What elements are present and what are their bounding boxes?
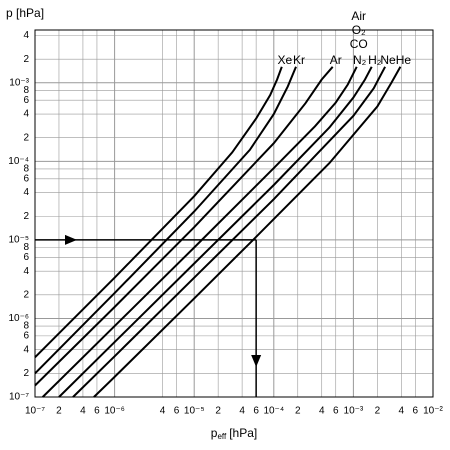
curve-label: Xe [277,53,292,67]
y-tick-label: 2 [23,132,29,143]
y-tick-label: 10⁻⁵ [8,235,29,246]
y-tick-label: 6 [23,331,29,342]
y-tick-label: 2 [23,368,29,379]
plot-frame [34,29,434,398]
curve [93,66,402,398]
y-tick-label: 2 [23,289,29,300]
x-tick-label: 6 [333,406,339,417]
x-tick-label: 2 [215,406,221,417]
curve [41,66,358,398]
curve-label: Ar [330,53,342,67]
y-tick-label: 10⁻³ [9,77,29,88]
y-tick-label: 4 [23,187,29,198]
y-tick-label: 4 [23,109,29,120]
curve [58,66,373,398]
y-tick-label: 8 [23,242,29,253]
y-tick-label: 6 [23,173,29,184]
curve-label: Kr [293,53,305,67]
x-tick-label: 4 [399,406,405,417]
x-tick-label: 10⁻⁴ [263,406,284,417]
curve-label: Ne [380,53,396,67]
plot-background [35,30,433,397]
annotation: O₂ [352,23,366,37]
x-tick-label: 10⁻³ [344,406,364,417]
curve-label: He [396,53,412,67]
x-tick-label: 6 [174,406,180,417]
y-tick-label: 10⁻⁶ [8,313,29,324]
x-tick-label: 10⁻⁷ [25,406,45,417]
y-tick-label: 8 [23,85,29,96]
arrowhead [65,234,77,245]
x-tick-label: 2 [56,406,62,417]
x-label-unit: [hPa] [229,426,257,440]
x-tick-label: 2 [375,406,381,417]
curve [34,66,283,359]
y-tick-label: 6 [23,252,29,263]
x-label-main: p [211,426,218,440]
annotation: CO [350,37,368,51]
y-tick-label: 8 [23,164,29,175]
x-axis-label: peff [hPa] [211,426,257,441]
y-tick-label: 8 [23,321,29,332]
curve-label: H₂ [368,53,382,67]
x-tick-label: 10⁻⁶ [104,406,125,417]
curve [72,66,386,398]
curve [34,66,334,387]
annotation: Air [351,9,366,23]
x-tick-label: 6 [413,406,419,417]
x-tick-label: 4 [80,406,86,417]
x-tick-label: 6 [253,406,259,417]
x-tick-label: 4 [239,406,245,417]
y-tick-label: 2 [23,211,29,222]
y-axis-label: p [hPa] [6,6,44,20]
x-label-sub: eff [217,432,227,441]
x-tick-label: 4 [319,406,325,417]
x-tick-label: 4 [160,406,166,417]
y-tick-label: 4 [23,266,29,277]
y-tick-label: 4 [23,344,29,355]
y-tick-label: 2 [23,54,29,65]
y-tick-label: 6 [23,95,29,106]
x-tick-label: 10⁻⁵ [184,406,205,417]
y-tick-label: 4 [23,30,29,41]
curve-label: N₂ [353,53,367,67]
curve [34,66,297,375]
x-tick-label: 2 [295,406,301,417]
x-tick-label: 10⁻² [423,406,443,417]
x-tick-label: 6 [94,406,100,417]
y-tick-label: 10⁻⁷ [9,392,29,403]
y-tick-label: 10⁻⁴ [8,156,29,167]
arrowhead [251,355,262,367]
